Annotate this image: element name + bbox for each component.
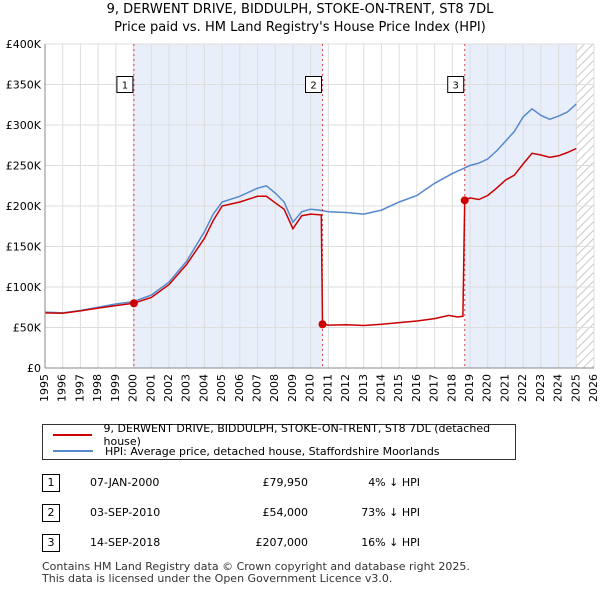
x-tick-label: 2012 <box>339 374 352 402</box>
chart-legend: 9, DERWENT DRIVE, BIDDULPH, STOKE-ON-TRE… <box>42 422 516 460</box>
x-tick-label: 2013 <box>357 374 370 402</box>
sale-label-box <box>305 76 323 93</box>
x-tick-label: 1997 <box>73 374 86 402</box>
sale-label-number: 3 <box>453 81 459 92</box>
hpi-line <box>44 103 577 314</box>
x-tick-label: 2008 <box>268 374 281 402</box>
x-tick-label: 1998 <box>91 374 104 402</box>
x-tick-label: 2014 <box>374 374 387 402</box>
sale-number-badge: 3 <box>42 534 60 552</box>
legend-label-hpi: HPI: Average price, detached house, Staf… <box>105 444 440 458</box>
x-tick-label: 2026 <box>587 374 600 402</box>
x-tick-label: 2024 <box>552 374 565 402</box>
sale-row: 3 14-SEP-2018 £207,000 16% ↓ HPI <box>42 534 462 554</box>
sale-number-badge: 2 <box>42 504 60 522</box>
legend-item-property: 9, DERWENT DRIVE, BIDDULPH, STOKE-ON-TRE… <box>53 422 515 448</box>
y-tick-label: £150K <box>6 241 42 254</box>
legend-swatch-property <box>53 434 92 436</box>
sale-hpi-diff: 73% ↓ HPI <box>361 506 420 519</box>
x-tick-label: 2010 <box>304 374 317 402</box>
x-tick-label: 2022 <box>516 374 529 402</box>
sale-row: 1 07-JAN-2000 £79,950 4% ↓ HPI <box>42 474 462 494</box>
x-tick-label: 2003 <box>180 374 193 402</box>
x-tick-label: 2011 <box>321 374 334 402</box>
sale-date: 07-JAN-2000 <box>90 476 160 489</box>
y-tick-label: £50K <box>13 322 42 335</box>
x-tick-label: 2002 <box>162 374 175 402</box>
sale-hpi-diff: 16% ↓ HPI <box>361 536 420 549</box>
y-tick-label: £250K <box>6 160 42 173</box>
x-tick-label: 2004 <box>197 374 210 402</box>
x-tick-label: 2005 <box>215 374 228 402</box>
x-tick-label: 1996 <box>56 374 69 402</box>
x-tick-label: 2006 <box>233 374 246 402</box>
x-tick-label: 2019 <box>463 374 476 402</box>
x-tick-label: 2009 <box>286 374 299 402</box>
x-tick-label: 2025 <box>569 374 582 402</box>
legend-item-hpi: HPI: Average price, detached house, Staf… <box>53 443 440 459</box>
sale-price: £207,000 <box>255 536 309 549</box>
x-tick-label: 2001 <box>144 374 157 402</box>
sale-price: £54,000 <box>262 506 309 519</box>
x-tick-label: 2016 <box>410 374 423 402</box>
x-tick-label: 2023 <box>534 374 547 402</box>
sale-row: 2 03-SEP-2010 £54,000 73% ↓ HPI <box>42 504 462 524</box>
sale-date: 14-SEP-2018 <box>90 536 161 549</box>
y-tick-label: £0 <box>27 362 41 375</box>
x-tick-label: 2020 <box>481 374 494 402</box>
sale-point <box>460 196 469 205</box>
sale-number-badge: 1 <box>42 474 60 492</box>
x-tick-label: 2018 <box>445 374 458 402</box>
legend-swatch-hpi <box>53 450 93 452</box>
x-tick-label: 2017 <box>428 374 441 402</box>
x-tick-label: 1995 <box>38 374 51 402</box>
footer-licence: This data is licensed under the Open Gov… <box>42 572 393 585</box>
sale-label-number: 2 <box>310 81 316 92</box>
legend-label-property: 9, DERWENT DRIVE, BIDDULPH, STOKE-ON-TRE… <box>103 422 491 448</box>
y-tick-label: £350K <box>6 79 42 92</box>
sale-point <box>318 320 327 329</box>
sale-label-box <box>447 76 465 93</box>
footer-copyright: Contains HM Land Registry data © Crown c… <box>42 560 470 573</box>
chart-subtitle: Price paid vs. HM Land Registry's House … <box>114 20 486 35</box>
y-tick-label: £400K <box>6 38 42 51</box>
y-tick-label: £200K <box>6 200 42 213</box>
x-tick-label: 1999 <box>109 374 122 402</box>
sale-hpi-diff: 4% ↓ HPI <box>368 476 420 489</box>
y-tick-label: £100K <box>6 281 42 294</box>
y-tick-label: £300K <box>6 119 42 132</box>
sale-label-box <box>116 76 134 93</box>
x-tick-label: 2000 <box>127 374 140 402</box>
chart-title: 9, DERWENT DRIVE, BIDDULPH, STOKE-ON-TRE… <box>106 2 494 17</box>
x-tick-label: 2015 <box>392 374 405 402</box>
sale-price: £79,950 <box>262 476 309 489</box>
x-tick-label: 2007 <box>251 374 264 402</box>
sale-date: 03-SEP-2010 <box>90 506 161 519</box>
x-tick-label: 2021 <box>498 374 511 402</box>
sale-label-number: 1 <box>122 81 128 92</box>
property-price-line <box>44 147 577 327</box>
sale-point <box>129 299 138 308</box>
price-chart: 1 2 3 £0 £50K £100K £150K £200K £250K £300K £350K… <box>6 38 600 402</box>
